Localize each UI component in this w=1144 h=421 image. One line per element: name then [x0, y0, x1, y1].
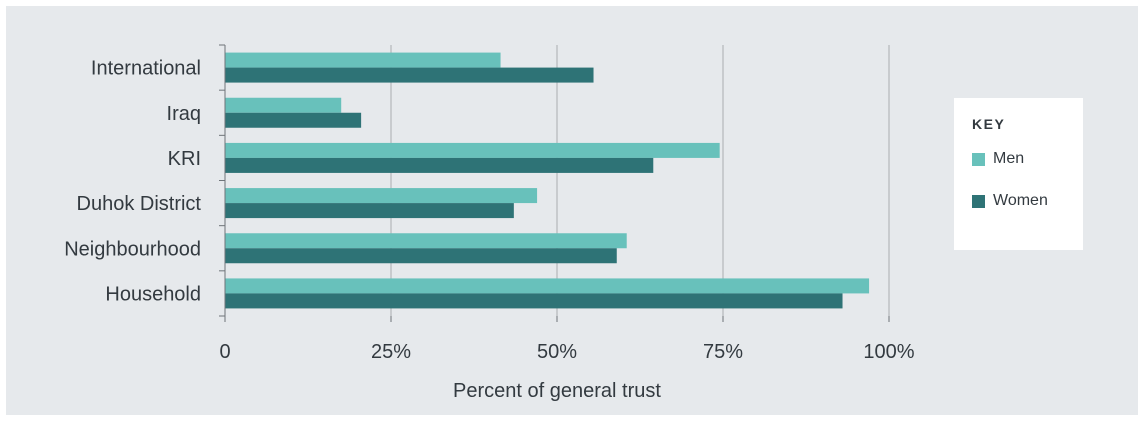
tick-labels: 0 25% 50% 75% 100%: [219, 341, 914, 363]
bar-men: [225, 233, 627, 248]
bar-men: [225, 143, 720, 158]
category-label: Iraq: [167, 103, 201, 125]
category-label: KRI: [168, 148, 201, 170]
category-label: Duhok District: [77, 193, 202, 215]
x-axis-title: Percent of general trust: [453, 380, 661, 402]
bar-women: [225, 68, 594, 83]
category-labels: International Iraq KRI Duhok District Neighb…: [64, 58, 201, 306]
x-tick-label: 25%: [371, 341, 411, 363]
legend-swatch-women: [972, 195, 985, 208]
x-tick-label: 75%: [703, 341, 743, 363]
bar-women: [225, 113, 361, 128]
legend-item-women: Women: [972, 192, 1048, 210]
bar-men: [225, 98, 341, 113]
category-label: International: [91, 58, 201, 80]
bar-women: [225, 293, 843, 308]
grid-lines: [391, 45, 889, 316]
bar-women: [225, 158, 653, 173]
bar-women: [225, 248, 617, 263]
x-tick-label: 50%: [537, 341, 577, 363]
legend-item-men: Men: [972, 150, 1024, 168]
bar-women: [225, 203, 514, 218]
legend-label-women: Women: [993, 192, 1048, 210]
x-tick-label: 0: [219, 341, 230, 363]
bars: [225, 53, 869, 309]
legend-title: KEY: [972, 116, 1005, 132]
category-label: Neighbourhood: [64, 238, 201, 260]
legend-label-men: Men: [993, 150, 1024, 168]
bar-men: [225, 53, 501, 68]
bar-men: [225, 278, 869, 293]
bar-men: [225, 188, 537, 203]
x-tick-label: 100%: [863, 341, 914, 363]
legend: KEY Men Women: [954, 98, 1083, 250]
legend-swatch-men: [972, 153, 985, 166]
category-label: Household: [105, 283, 201, 305]
